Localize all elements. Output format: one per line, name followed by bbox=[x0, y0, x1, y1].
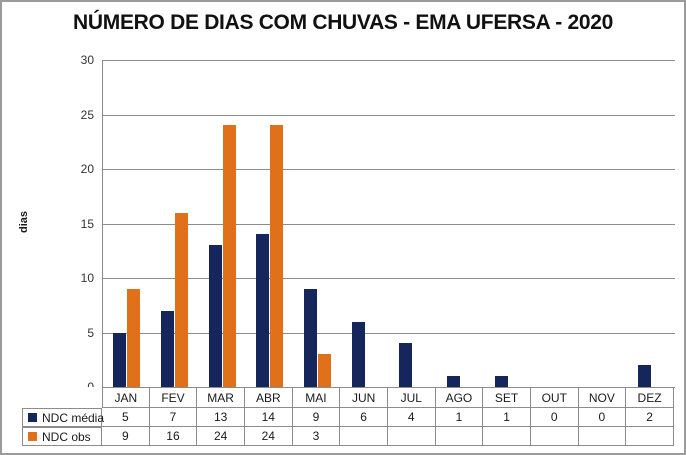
month-header-jan: JAN bbox=[102, 387, 150, 408]
value-cell-ndc-obs-out bbox=[530, 427, 579, 446]
month-header-jun: JUN bbox=[340, 387, 388, 408]
gridline-15 bbox=[103, 223, 675, 225]
y-tick-label-5: 5 bbox=[87, 325, 94, 340]
gridline-20 bbox=[103, 169, 675, 170]
y-tick-label-10: 10 bbox=[80, 271, 94, 285]
bar-ndc-média-jan bbox=[113, 332, 127, 387]
chart-title: NÚMERO DE DIAS COM CHUVAS - EMA UFERSA -… bbox=[73, 11, 613, 34]
bar-ndc-média-dez bbox=[637, 365, 651, 387]
y-tick-label-15: 15 bbox=[80, 216, 94, 231]
value-cell-ndc-obs-jun bbox=[340, 427, 388, 446]
bar-ndc-média-mai bbox=[304, 288, 317, 387]
legend-cell-ndc-obs: NDC obs bbox=[22, 427, 102, 446]
value-cell-ndc-média-jul: 4 bbox=[387, 408, 436, 427]
gridline-30 bbox=[103, 60, 675, 61]
value-cell-ndc-média-mar: 13 bbox=[197, 408, 245, 427]
bar-ndc-média-jul bbox=[399, 343, 413, 387]
value-cell-ndc-obs-set bbox=[483, 427, 531, 446]
data-table: JAN FEV MAR ABR MAI JUN JUL AGO SET OUT NOV DEZ NDC … bbox=[22, 387, 674, 446]
bar-ndc-média-abr bbox=[256, 234, 270, 387]
month-header-jul: JUL bbox=[387, 387, 436, 408]
month-header-mar: MAR bbox=[197, 387, 245, 408]
gridline-10 bbox=[103, 278, 675, 279]
value-cell-ndc-obs-jul bbox=[387, 427, 436, 446]
bar-ndc-obs-mar bbox=[222, 125, 236, 387]
value-cell-ndc-média-out: 0 bbox=[530, 408, 579, 427]
month-header-nov: NOV bbox=[578, 387, 627, 408]
value-cell-ndc-obs-jan: 9 bbox=[102, 427, 150, 446]
legend-cell-ndc-média: NDC média bbox=[22, 408, 105, 427]
month-header-ago: AGO bbox=[435, 387, 484, 408]
gridline-5 bbox=[103, 332, 675, 334]
value-cell-ndc-média-dez: 2 bbox=[626, 408, 674, 427]
value-cell-ndc-média-nov: 0 bbox=[578, 408, 627, 427]
value-cell-ndc-obs-mar: 24 bbox=[197, 427, 245, 446]
y-tick-label-25: 25 bbox=[80, 107, 94, 122]
month-header-fev: FEV bbox=[149, 387, 198, 408]
month-header-dez: DEZ bbox=[626, 387, 674, 408]
value-cell-ndc-média-jun: 6 bbox=[340, 408, 388, 427]
bar-ndc-obs-abr bbox=[270, 125, 284, 387]
bar-ndc-obs-fev bbox=[175, 212, 188, 387]
value-cell-ndc-média-fev: 7 bbox=[149, 408, 198, 427]
month-header-out: OUT bbox=[530, 387, 579, 408]
gridline-25 bbox=[103, 114, 675, 116]
value-cell-ndc-média-jan: 5 bbox=[102, 408, 150, 427]
bar-ndc-média-mar bbox=[208, 245, 222, 387]
bar-ndc-média-fev bbox=[161, 310, 174, 387]
bar-ndc-obs-jan bbox=[127, 288, 141, 387]
value-cell-ndc-média-ago: 1 bbox=[435, 408, 484, 427]
y-tick-label-20: 20 bbox=[80, 162, 94, 176]
plot-area bbox=[102, 60, 675, 388]
value-cell-ndc-obs-mai: 3 bbox=[292, 427, 341, 446]
value-cell-ndc-obs-abr: 24 bbox=[244, 427, 293, 446]
bar-ndc-média-ago bbox=[447, 376, 460, 387]
bar-ndc-obs-mai bbox=[318, 354, 331, 387]
month-header-abr: ABR bbox=[244, 387, 293, 408]
value-cell-ndc-obs-fev: 16 bbox=[149, 427, 198, 446]
legend-label: NDC obs bbox=[42, 429, 91, 444]
legend-label: NDC média bbox=[42, 410, 105, 425]
value-cell-ndc-obs-dez bbox=[626, 427, 674, 446]
value-cell-ndc-média-mai: 9 bbox=[292, 408, 341, 427]
bar-ndc-média-set bbox=[494, 376, 508, 387]
legend-swatch-ndc-obs bbox=[28, 432, 37, 441]
bar-ndc-média-jun bbox=[351, 321, 365, 387]
value-cell-ndc-média-set: 1 bbox=[483, 408, 531, 427]
value-cell-ndc-média-abr: 14 bbox=[244, 408, 293, 427]
month-header-mai: MAI bbox=[292, 387, 341, 408]
value-cell-ndc-obs-ago bbox=[435, 427, 484, 446]
legend-swatch-ndc-média bbox=[28, 413, 37, 422]
table-corner-blank bbox=[22, 387, 102, 408]
y-axis-label: dias bbox=[18, 211, 30, 234]
y-tick-label-30: 30 bbox=[80, 53, 94, 67]
month-header-set: SET bbox=[483, 387, 531, 408]
value-cell-ndc-obs-nov bbox=[578, 427, 627, 446]
